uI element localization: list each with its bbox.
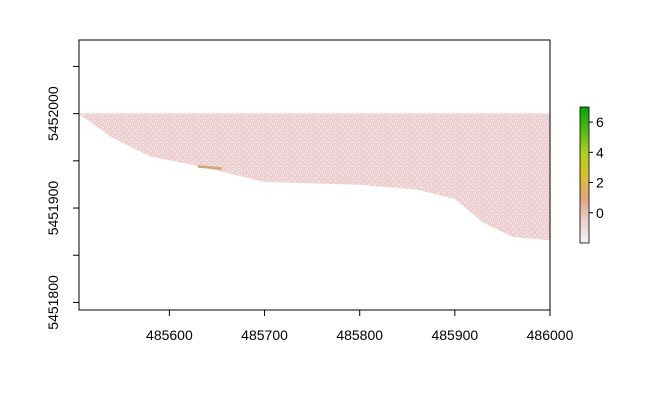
legend-tick-label: 6: [596, 114, 604, 130]
y-tick-label: 5451900: [45, 181, 61, 236]
color-legend: 0 2 4 6: [579, 106, 604, 244]
legend-tick-label: 2: [596, 175, 604, 191]
x-tick-label: 486000: [527, 327, 574, 343]
x-tick-label: 485900: [431, 327, 478, 343]
raster-highlight: [197, 165, 222, 170]
x-tick-label: 485800: [336, 327, 383, 343]
legend-tick-label: 4: [596, 144, 604, 160]
legend-color-bar: [579, 106, 590, 244]
raster-cells: [79, 113, 550, 241]
plot-frame: [78, 39, 551, 311]
x-tick-label: 485600: [146, 327, 193, 343]
legend-tick-label: 0: [596, 205, 604, 221]
y-tick-label: 5452000: [45, 86, 61, 141]
x-tick-label: 485700: [241, 327, 288, 343]
x-axis: 485600 485700 485800 485900 486000: [146, 310, 574, 343]
y-tick-label: 5451800: [45, 275, 61, 330]
legend-ticks: 0 2 4 6: [589, 114, 604, 221]
y-axis: 5451800 5451900 5452000: [45, 65, 79, 330]
raster-layer: [79, 113, 550, 241]
